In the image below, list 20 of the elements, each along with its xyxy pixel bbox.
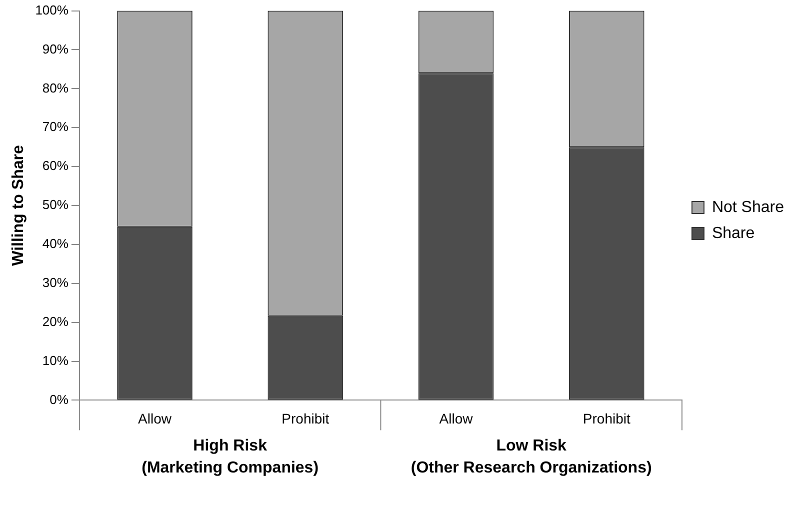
legend-label: Not Share xyxy=(712,198,784,216)
y-tick-label: 80% xyxy=(42,80,69,96)
y-tick-label: 30% xyxy=(42,274,69,290)
y-tick-label: 70% xyxy=(42,119,69,134)
y-tick-label: 100% xyxy=(35,2,69,18)
x-tick-label: Allow xyxy=(439,410,474,426)
text: Low Risk (Other Research Organizations) xyxy=(410,438,652,477)
y-tick-label: 0% xyxy=(50,392,69,407)
x-tick-label: Prohibit xyxy=(282,410,330,426)
y-tick-label: 10% xyxy=(42,352,69,368)
y-tick-label: 40% xyxy=(42,236,69,252)
y-tick-label: 90% xyxy=(42,41,69,56)
x-tick-label: Prohibit xyxy=(582,410,630,426)
y-tick-label: 60% xyxy=(42,158,69,174)
text: High Risk (Marketing Companies) xyxy=(142,438,319,477)
y-tick-label: 50% xyxy=(42,197,69,212)
y-axis-title: Willing to Share xyxy=(10,145,28,266)
legend-label: Share xyxy=(712,224,755,242)
y-tick-label: 20% xyxy=(42,314,69,329)
x-tick-label: Allow xyxy=(138,410,172,426)
